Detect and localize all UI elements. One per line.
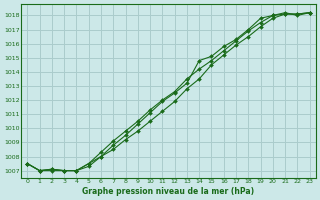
X-axis label: Graphe pression niveau de la mer (hPa): Graphe pression niveau de la mer (hPa) xyxy=(83,187,255,196)
